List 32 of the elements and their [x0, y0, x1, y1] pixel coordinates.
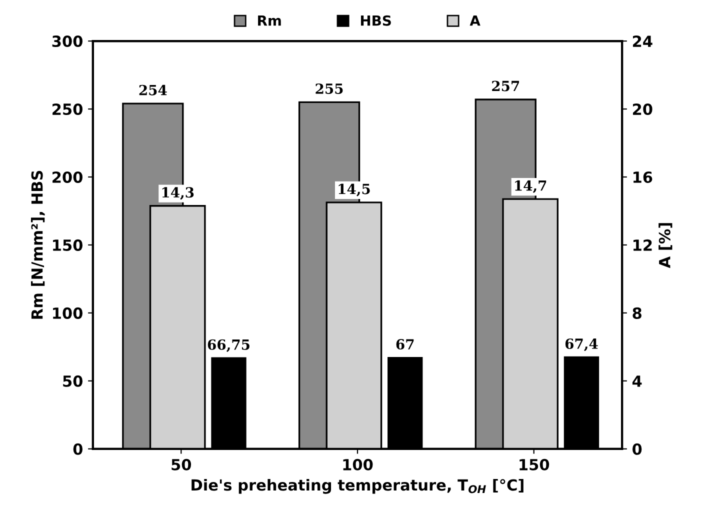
- data-label: 14,3: [162, 187, 194, 200]
- legend-label: A: [470, 16, 480, 26]
- x-tick-label: 100: [343, 458, 373, 470]
- data-label: 254: [139, 84, 167, 96]
- y-tick-label: 0: [73, 443, 82, 455]
- y2-tick-label: 4: [632, 376, 642, 387]
- y2-tick-label: 16: [633, 171, 652, 184]
- y-tick-label: 150: [53, 239, 82, 251]
- x-tick-label: 150: [520, 458, 550, 470]
- y2-tick-label: 12: [633, 239, 652, 251]
- y2-tick-label: 8: [632, 307, 642, 319]
- data-label: 67: [396, 339, 414, 350]
- y2-axis-title: A [%]: [658, 223, 672, 268]
- x-axis-title: Die's preheating temperature, T$_{OH}$ [°C]: [192, 478, 524, 494]
- legend-label: HBS: [360, 15, 391, 26]
- y-tick-label: 300: [52, 36, 82, 48]
- data-label: 66,75: [208, 339, 250, 352]
- y2-tick-label: 20: [632, 103, 652, 116]
- y2-tick-label: 0: [632, 443, 642, 455]
- y-axis-title: Rm [N/mm²], HBS: [30, 170, 45, 319]
- data-label: 255: [316, 83, 343, 94]
- data-label: 67,4: [565, 338, 598, 352]
- x-tick-label: 50: [172, 458, 192, 470]
- legend-label: Rm: [258, 16, 281, 26]
- data-label: 14,7: [515, 180, 546, 193]
- y-tick-label: 50: [63, 375, 82, 387]
- data-label: 14,5: [338, 184, 370, 196]
- y2-tick-label: 24: [632, 36, 652, 47]
- data-label: 257: [492, 80, 519, 92]
- y-tick-label: 100: [53, 307, 82, 319]
- y-tick-label: 250: [52, 103, 82, 116]
- y-tick-label: 200: [52, 171, 82, 184]
